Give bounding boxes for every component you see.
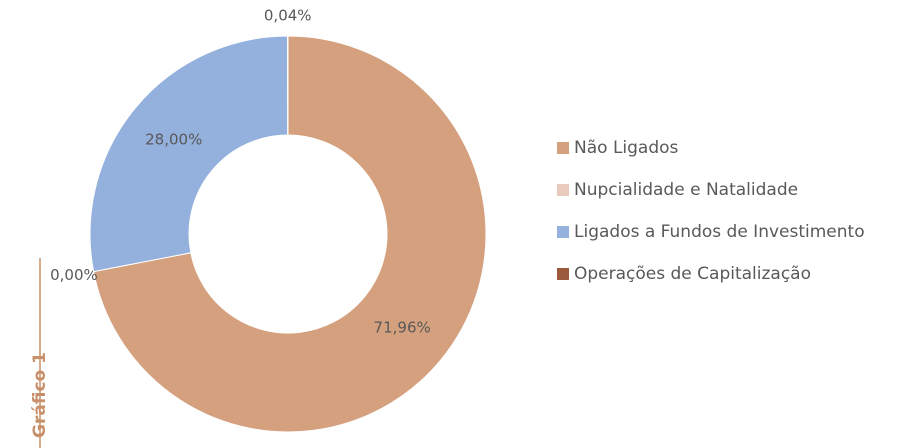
data-label: 71,96% bbox=[374, 319, 431, 337]
donut-slice bbox=[89, 35, 289, 273]
data-label: 0,04% bbox=[264, 7, 312, 25]
legend-swatch bbox=[557, 226, 569, 238]
data-label: 0,00% bbox=[50, 266, 98, 284]
data-label: 28,00% bbox=[145, 130, 202, 148]
legend-swatch bbox=[557, 268, 569, 280]
legend-label: Não Ligados bbox=[574, 138, 679, 158]
legend-swatch bbox=[557, 142, 569, 154]
legend-swatch bbox=[557, 184, 569, 196]
legend-label: Ligados a Fundos de Investimento bbox=[574, 222, 865, 242]
legend-label: Nupcialidade e Natalidade bbox=[574, 180, 798, 200]
donut-slice bbox=[93, 35, 487, 433]
legend-label: Operações de Capitalização bbox=[574, 264, 811, 284]
side-label: Gráfico 1 bbox=[30, 352, 50, 438]
